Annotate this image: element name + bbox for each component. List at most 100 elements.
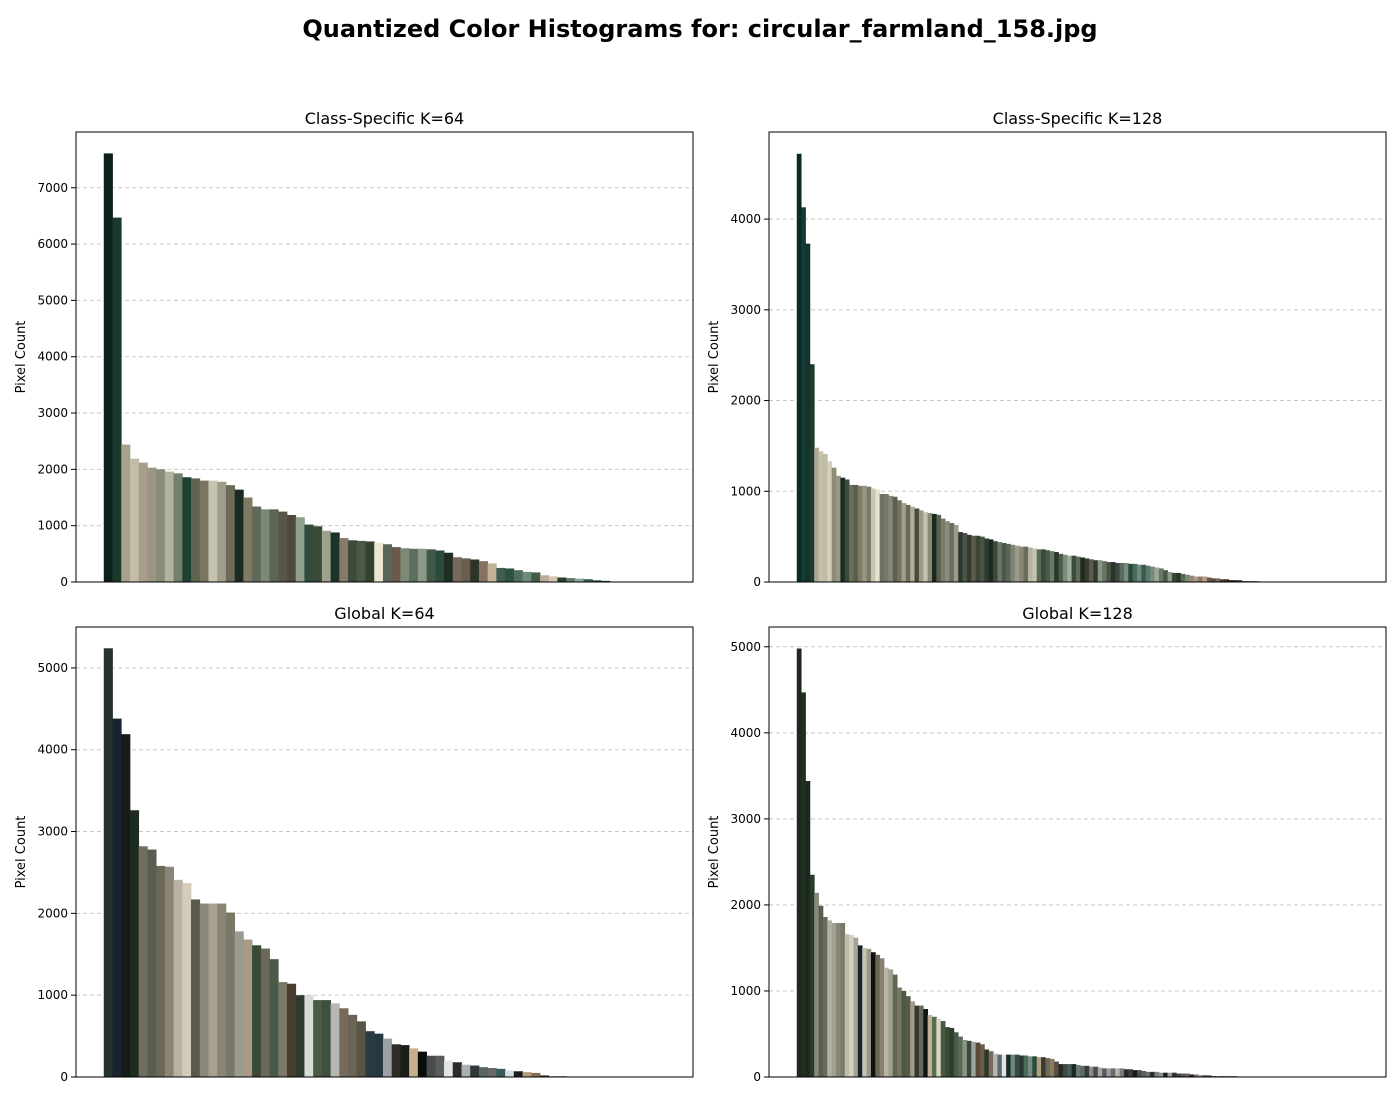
histogram-bar <box>1185 1073 1190 1077</box>
histogram-bar <box>1045 550 1051 582</box>
histogram-bar <box>796 648 802 1077</box>
y-tick-label: 7000 <box>37 181 68 195</box>
histogram-bar <box>901 503 907 582</box>
histogram-bar <box>365 541 375 582</box>
histogram-bar <box>260 948 270 1077</box>
histogram-bar <box>1080 1065 1086 1077</box>
histogram-bar <box>1110 1068 1116 1077</box>
histogram-bar <box>1206 577 1212 582</box>
histogram-bar <box>182 477 192 582</box>
histogram-bar <box>531 572 541 582</box>
histogram-bar <box>910 506 915 582</box>
histogram-bar <box>417 548 427 582</box>
histogram-bar <box>1102 1068 1107 1077</box>
histogram-bar <box>805 781 811 1077</box>
histogram-bar <box>814 447 819 582</box>
histogram-bar <box>461 558 471 582</box>
histogram-bar <box>997 542 1003 582</box>
histogram-bar <box>870 952 876 1077</box>
y-tick-label: 4000 <box>730 726 761 740</box>
histogram-bar <box>1189 575 1195 582</box>
histogram-bar <box>574 578 585 582</box>
histogram-bar <box>540 1075 550 1077</box>
histogram-bar <box>1206 1075 1212 1077</box>
axes-frame <box>768 131 1387 583</box>
histogram-bar <box>844 479 850 582</box>
histogram-chart: Global K=128 0 1000 2000 3000 4000 5000 Pixel C… <box>707 604 1387 1084</box>
y-tick-label: 3000 <box>730 812 761 826</box>
histogram-bar <box>1054 1061 1059 1077</box>
y-tick-label: 1000 <box>730 484 761 498</box>
histogram-bar <box>1058 553 1064 582</box>
histogram-bar <box>884 967 889 1077</box>
histogram-bar <box>923 512 929 582</box>
histogram-bar <box>505 1070 515 1077</box>
histogram-bar <box>444 552 454 582</box>
histogram-bar <box>208 480 218 582</box>
histogram-bar <box>382 1038 393 1077</box>
histogram-bar <box>286 983 297 1077</box>
y-tick-label: 0 <box>60 1070 68 1084</box>
histogram-bar <box>1137 1070 1142 1077</box>
histogram-bar <box>805 243 811 582</box>
histogram-bar <box>1171 1072 1177 1077</box>
histogram-bar <box>1041 1057 1046 1077</box>
histogram-bar <box>269 959 279 1077</box>
histogram-bar <box>269 509 279 582</box>
histogram-chart: Class-Specific K=64 0 1000 2000 3000 4000 5000… <box>14 109 694 589</box>
histogram-bar <box>884 493 889 582</box>
histogram-bar <box>905 996 911 1077</box>
histogram-bar <box>531 1072 541 1077</box>
histogram-bar <box>1084 558 1090 582</box>
histogram-bar <box>1132 563 1138 582</box>
histogram-bar <box>156 865 166 1077</box>
histogram-bar <box>1006 543 1011 582</box>
histogram-bar <box>918 1005 924 1077</box>
histogram-bar <box>892 974 898 1077</box>
chart-title: Global K=128 <box>1022 604 1133 623</box>
histogram-bar <box>278 982 288 1077</box>
histogram-bar <box>540 575 550 582</box>
histogram-bar <box>979 1044 985 1077</box>
y-tick-label: 0 <box>753 575 761 589</box>
histogram-chart: Class-Specific K=128 0 1000 2000 3000 4000 Pix… <box>707 109 1387 589</box>
histogram-bar <box>487 1068 497 1077</box>
histogram-panel-global-k128: Global K=128 0 1000 2000 3000 4000 5000 Pixel C… <box>693 595 1393 1085</box>
histogram-bar <box>304 995 314 1077</box>
histogram-bar <box>923 1009 929 1077</box>
histogram-bar <box>199 480 209 582</box>
y-tick-label: 3000 <box>37 825 68 839</box>
histogram-bar <box>931 1016 937 1077</box>
histogram-bar <box>173 473 183 582</box>
histogram-bar <box>1171 572 1177 582</box>
histogram-panel-global-k64: Global K=64 0 1000 2000 3000 4000 5000 Pixel Co… <box>0 595 700 1085</box>
histogram-bar <box>1019 546 1025 582</box>
histogram-bar <box>875 489 881 582</box>
chart-title: Class-Specific K=128 <box>993 109 1163 128</box>
histogram-bar <box>173 879 183 1077</box>
histogram-bar <box>426 1055 436 1077</box>
histogram-bar <box>831 467 837 582</box>
histogram-bar <box>583 579 593 582</box>
histogram-bar <box>1071 555 1077 582</box>
y-tick-label: 2000 <box>37 462 68 476</box>
histogram-bar <box>461 1064 471 1077</box>
histogram-bar <box>313 1000 323 1077</box>
histogram-bar <box>997 1054 1003 1077</box>
histogram-bar <box>971 1041 977 1077</box>
y-tick-label: 2000 <box>730 394 761 408</box>
histogram-bar <box>1145 1071 1151 1077</box>
histogram-bar <box>1202 576 1208 582</box>
histogram-bar <box>356 540 366 582</box>
histogram-bar <box>321 530 332 582</box>
histogram-bar <box>129 458 140 582</box>
y-axis-label: Pixel Count <box>14 816 29 889</box>
histogram-bar <box>1128 563 1134 582</box>
histogram-bar <box>1097 1067 1103 1077</box>
histogram-bar <box>1128 1069 1134 1077</box>
histogram-bar <box>304 524 314 582</box>
histogram-bar <box>993 541 998 582</box>
histogram-bar <box>927 513 933 582</box>
histogram-bar <box>112 718 122 1077</box>
histogram-bar <box>1211 578 1216 582</box>
